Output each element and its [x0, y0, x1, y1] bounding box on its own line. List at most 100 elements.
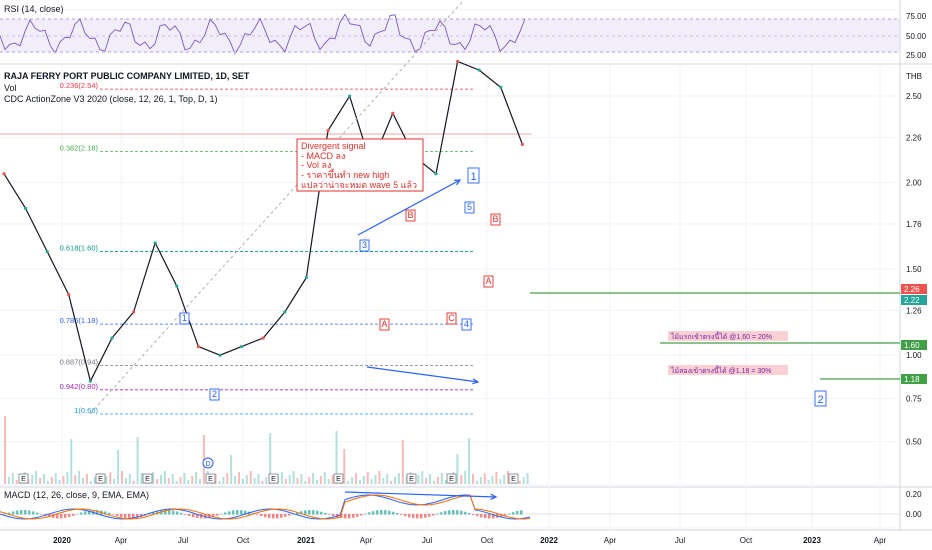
- macd-hist-120: [484, 514, 487, 519]
- wave-future-1-box: [467, 167, 480, 184]
- macd-hist-114: [460, 510, 463, 515]
- macd-hist-91: [368, 512, 371, 515]
- macd-hist-0: [4, 514, 7, 515]
- earnings-marker-1: [95, 473, 106, 484]
- target-box-1: ไม้แรกเข้าตรงนี้ได้ @1.60 = 20%: [668, 330, 788, 341]
- volume-bar-128: [503, 475, 506, 484]
- price-point-13: [283, 310, 287, 314]
- price-tick-13: 1.50: [906, 265, 922, 274]
- time-tick-3: Oct: [237, 536, 250, 545]
- volume-bar-2: [11, 473, 14, 484]
- macd-hist-42: [172, 510, 175, 515]
- macd-layer: [0, 494, 900, 520]
- volume-bar-132: [518, 481, 521, 484]
- macd-hist-73: [296, 512, 299, 515]
- macd-hist-49: [200, 514, 203, 519]
- macd-hist-33: [136, 514, 139, 518]
- earnings-marker-0: [18, 473, 29, 484]
- price-point-5: [110, 336, 114, 340]
- macd-hist-115: [464, 511, 467, 515]
- macd-hist-67: [272, 514, 275, 519]
- price-layer: [2, 0, 525, 415]
- volume-bar-83: [327, 479, 330, 484]
- macd-hist-63: [256, 514, 259, 515]
- price-tick-12: 1.76: [906, 220, 922, 229]
- volume-bar-71: [280, 472, 283, 484]
- macd-hist-64: [260, 514, 263, 517]
- macd-hist-20: [84, 511, 87, 515]
- macd-hist-41: [168, 510, 171, 515]
- price-point-11: [240, 345, 244, 349]
- volume-bar-95: [374, 475, 377, 484]
- macd-hist-94: [380, 510, 383, 515]
- wave-corrective-2-box: [446, 312, 457, 325]
- volume-bar-27: [109, 472, 112, 484]
- arrow-macd-decline-head: [490, 493, 498, 500]
- earnings-label-4: E: [271, 476, 276, 483]
- macd-hist-43: [176, 511, 179, 515]
- volume-bar-110: [433, 481, 435, 484]
- volume-bar-8: [35, 471, 38, 484]
- time-tick-6: Jul: [422, 536, 432, 545]
- price-point-2: [45, 249, 49, 254]
- price-point-20: [434, 172, 438, 176]
- volume-bar-96: [378, 471, 381, 484]
- macd-hist-18: [76, 513, 79, 515]
- volume-bar-39: [156, 479, 159, 484]
- price-badge-1: 2.22: [904, 296, 920, 305]
- wave-future-2: 2: [817, 394, 823, 406]
- price-tick-16: 0.75: [906, 394, 922, 403]
- volume-bar-62: [245, 475, 248, 484]
- time-tick-5: Apr: [360, 536, 373, 545]
- volume-bar-44: [175, 481, 178, 484]
- volume-bar-56: [222, 477, 225, 484]
- macd-hist-105: [424, 514, 427, 518]
- macd-hist-54: [220, 513, 223, 515]
- macd-hist-82: [332, 514, 335, 517]
- volume-bar-65: [257, 474, 260, 484]
- volume-bar-46: [183, 473, 186, 484]
- volume-bar-111: [436, 477, 439, 484]
- rsi-layer: [0, 13, 526, 55]
- macd-hist-66: [268, 514, 271, 519]
- wave-future-2-box: [814, 390, 827, 407]
- volume-layer: [4, 416, 529, 484]
- price-point-23: [499, 85, 503, 90]
- macd-legend: MACD (12, 26, close, 9, EMA, EMA): [4, 490, 149, 500]
- volume-bar-43: [171, 474, 174, 484]
- macd-hist-44: [180, 512, 183, 515]
- earnings-label-8: E: [511, 476, 516, 483]
- volume-bar-63: [249, 471, 252, 484]
- volume-bar-122: [479, 477, 482, 484]
- volume-bar-10: [43, 474, 45, 484]
- macd-hist-14: [60, 514, 63, 519]
- macd-hist-116: [468, 513, 471, 515]
- trend-dashed-line: [89, 0, 465, 415]
- volume-bar-129: [507, 471, 510, 484]
- volume-bar-85: [335, 431, 338, 484]
- price-point-8: [175, 284, 179, 288]
- price-badge-bg-3: [901, 374, 927, 384]
- wave-impulse-4: 4: [464, 319, 469, 329]
- wave-corrective-3: A: [485, 276, 491, 286]
- earnings-label-7: E: [449, 476, 454, 483]
- macd-hist-113: [456, 510, 459, 515]
- volume-bar-67: [265, 477, 268, 484]
- macd-hist-92: [372, 511, 375, 515]
- macd-hist-87: [352, 514, 355, 518]
- macd-hist-55: [224, 512, 227, 515]
- symbol-title: RAJA FERRY PORT PUBLIC COMPANY LIMITED, …: [4, 71, 250, 81]
- price-point-10: [218, 353, 222, 357]
- price-badge-0: 2.26: [904, 285, 920, 294]
- macd-hist-84: [340, 514, 343, 519]
- macd-hist-29: [120, 514, 123, 518]
- macd-hist-93: [376, 510, 379, 515]
- price-point-16: [348, 94, 352, 98]
- macd-hist-80: [324, 512, 327, 515]
- time-tick-12: 2023: [803, 536, 821, 545]
- volume-bar-54: [214, 474, 217, 484]
- macd-hist-96: [388, 510, 391, 515]
- macd-hist-90: [364, 513, 367, 515]
- macd-hist-13: [56, 514, 59, 519]
- macd-hist-12: [52, 514, 55, 518]
